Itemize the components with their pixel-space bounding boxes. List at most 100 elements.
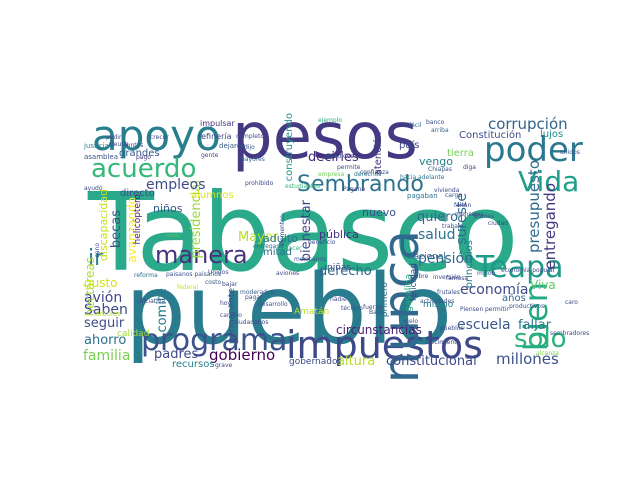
word-ayudo: ayudó [84, 185, 103, 192]
word-directo: directo [120, 188, 155, 199]
word-constitucion: Constitución [459, 130, 522, 141]
word-mayores: mayores [239, 156, 265, 163]
word-economia-popular: economía popular [501, 267, 556, 274]
word-mismo: mismo [423, 300, 454, 310]
word-padres: padres [154, 347, 199, 362]
word-viva: Viva [530, 278, 556, 292]
word-moderados: moderados [240, 289, 274, 296]
word-decirles: decirles [308, 150, 359, 165]
word-salud: salud [418, 227, 456, 243]
word-adulto: adulto [263, 232, 298, 245]
word-teapa: Teapa [476, 250, 564, 285]
word-escuela: escuela [457, 317, 511, 333]
word-ir: ir [88, 246, 104, 271]
word-mitad: mitad [263, 247, 292, 258]
word-trabajo: trabajo [442, 223, 464, 230]
word-seguir: seguir [84, 316, 125, 331]
word-elementos: elementos [279, 215, 286, 247]
word-crecimiento: crecimiento [425, 339, 461, 346]
word-dijo: dijo [244, 144, 255, 151]
word-sembrando: Sembrando [297, 172, 424, 197]
word-pago: pago [136, 154, 151, 161]
word-sano: sano [94, 243, 101, 258]
word-bienes: Bienes [474, 213, 495, 220]
word-acuerdo: acuerdo [91, 154, 197, 184]
word-arriba: arriba [431, 127, 449, 134]
word-mexicanos: mexicanos [294, 256, 327, 263]
word-pagaban: pagaban [407, 192, 438, 200]
word-entregando: entregando [541, 183, 559, 270]
word-programa: programa [141, 323, 288, 358]
word-cargo: cargo [445, 192, 462, 199]
word-cielo: cielo [404, 318, 418, 325]
word-alcanza: alcanza [536, 350, 559, 357]
word-becas: becas [109, 210, 124, 249]
word-anos: años [502, 293, 526, 304]
word-pedir: pedir [106, 134, 122, 141]
word-familia: familia [83, 348, 131, 364]
word-poder: poder [484, 130, 583, 170]
word-publica: pública [319, 228, 359, 241]
word-nuevo: nuevo [362, 206, 396, 219]
word-empleos: empleos [146, 177, 206, 193]
word-grave: grave [215, 362, 233, 369]
word-productivos: productivos [509, 303, 545, 310]
word-arboles: árboles [95, 310, 121, 318]
word-corrupcion: corrupción [488, 115, 568, 133]
word-justicia: justicia [84, 142, 109, 150]
word-ejemplo: ejemplo [318, 117, 343, 124]
word-actividades: actividades [420, 298, 455, 305]
word-permitir: permitir [485, 306, 509, 313]
word-pagano: Pagano [343, 186, 365, 193]
word-refineria: refinería [198, 132, 232, 141]
word-pagar: pagar [245, 294, 263, 301]
word-impuestos: impuestos [286, 323, 483, 367]
word-tabasco: Tabasco [88, 171, 519, 296]
word-permite: permite [337, 164, 361, 171]
word-inversion: inversión [433, 274, 461, 281]
word-gente: gente [201, 152, 219, 159]
word-piensen: Piensen [460, 306, 484, 313]
word-derechos: derechos [354, 171, 382, 178]
word-hacer: Hacer [284, 245, 302, 252]
word-chiapas: Chiapas [428, 166, 452, 173]
word-hacia-adelante: hacia adelante [400, 174, 445, 181]
word-construyendo: construyendo [284, 113, 295, 182]
word-sureste: sureste [454, 193, 470, 245]
word-desarrollo: desarrollo [258, 301, 288, 308]
word-gusto: gusto [84, 276, 118, 290]
word-pais: país [399, 140, 420, 151]
word-presupuesto: presupuesto [525, 160, 543, 254]
word-fallar: fallar [518, 318, 552, 333]
word-economia: economía [460, 282, 529, 298]
word-dejaron: dejaron [219, 142, 246, 150]
word-ninas: niñas [327, 263, 352, 273]
word-federal: federal [177, 284, 199, 291]
word-pension: pensión [418, 251, 473, 267]
word-grandes: grandes [119, 148, 160, 159]
word-unidos: Unidos [208, 269, 229, 276]
word-constitucional: constitucional [386, 354, 477, 369]
word-pueblos: pueblos [440, 325, 464, 332]
word-juntos: juntos [125, 142, 144, 149]
word-aviones: aviones [276, 270, 300, 277]
word-solo: sólo [514, 324, 567, 354]
word-faltan: faltan [454, 202, 472, 209]
word-caro: caro [565, 299, 578, 306]
word-cinco: cinco [166, 233, 180, 239]
word-recursos: recursos [172, 359, 215, 370]
word-atendidos: atendidos [324, 153, 354, 160]
word-completo: completo [236, 133, 265, 140]
word-impulsar: impulsar [200, 119, 235, 128]
word-helicoptero: helicóptero [133, 194, 143, 245]
word-mayor: Mayor [238, 230, 279, 245]
word-sembradores: sembradores [550, 330, 590, 337]
word-mensajes: mensajes [455, 211, 484, 218]
word-facil: fácil [409, 122, 422, 129]
word-nadie: nadie [330, 296, 347, 303]
word-empresa: empresa [318, 171, 345, 178]
word-entregado: entregado [253, 243, 284, 250]
word-hoy: hoy [220, 300, 232, 307]
word-quiero: quiero [417, 210, 459, 225]
word-apoyo: apoyo [92, 111, 221, 160]
